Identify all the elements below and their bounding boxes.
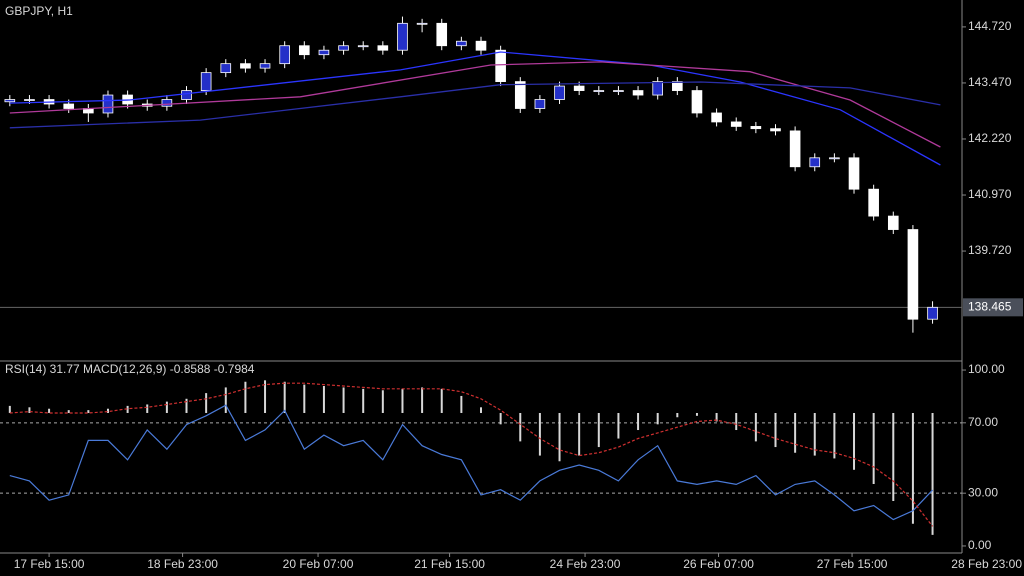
moving-average-line: [9, 81, 941, 129]
x-tick-label: 20 Feb 07:00: [283, 557, 354, 571]
y-tick-label: 143.470: [968, 75, 1012, 89]
rsi-line: [9, 404, 934, 521]
macd-signal-line: [9, 382, 934, 527]
candle-body: [750, 126, 762, 130]
y-tick-label: 70.00: [968, 415, 998, 429]
candle-body: [4, 99, 16, 103]
candle-body: [220, 63, 232, 74]
chart-title: GBPJPY, H1: [5, 4, 73, 18]
candle-body: [475, 40, 487, 51]
candle-body: [632, 90, 644, 96]
candle-body: [240, 63, 251, 69]
candle-body: [377, 45, 389, 51]
candle-body: [868, 188, 879, 217]
y-tick-label: 144.720: [968, 19, 1012, 33]
x-tick-label: 17 Feb 15:00: [14, 557, 85, 571]
candle-body: [24, 99, 35, 101]
candle-body: [338, 45, 349, 51]
y-tick-label: 0.00: [968, 538, 992, 552]
candle-body: [613, 90, 624, 92]
candle-body: [848, 157, 860, 190]
candle-body: [514, 81, 526, 109]
candle-body: [200, 72, 212, 91]
candle-body: [397, 22, 408, 51]
x-tick-label: 18 Feb 23:00: [147, 557, 218, 571]
moving-average-line: [9, 51, 941, 166]
y-tick-label: 100.00: [968, 362, 1005, 376]
x-tick-label: 21 Feb 15:00: [414, 557, 485, 571]
candle-body: [416, 22, 428, 25]
candle-body: [789, 130, 801, 168]
candle-body: [730, 121, 742, 127]
indicator-title: RSI(14) 31.77 MACD(12,26,9) -0.8588 -0.7…: [5, 362, 255, 376]
candle-body: [456, 40, 467, 47]
x-tick-label: 24 Feb 23:00: [550, 557, 621, 571]
candle-body: [554, 85, 565, 100]
candle-body: [809, 157, 821, 168]
candle-body: [102, 94, 114, 114]
candle-body: [181, 90, 192, 100]
candle-body: [436, 22, 448, 47]
candle-body: [318, 49, 330, 56]
candle-body: [907, 229, 919, 320]
candle-body: [573, 85, 585, 91]
candle-body: [691, 90, 703, 114]
candle-body: [357, 45, 369, 48]
candle-body: [161, 99, 173, 107]
candle-body: [652, 81, 664, 96]
current-price-label: 138.465: [968, 299, 1012, 313]
candle-body: [829, 157, 840, 160]
moving-average-line: [9, 61, 941, 148]
candle-body: [259, 63, 271, 69]
candle-body: [495, 49, 506, 82]
candle-body: [534, 99, 546, 109]
candle-body: [887, 215, 899, 230]
current-price-box: [963, 298, 1023, 317]
y-tick-label: 142.220: [968, 131, 1012, 145]
x-tick-label: 28 Feb 23:00: [951, 557, 1022, 571]
x-tick-label: 26 Feb 07:00: [683, 557, 754, 571]
y-tick-label: 140.970: [968, 187, 1012, 201]
candle-body: [927, 306, 938, 320]
candle-body: [672, 81, 683, 91]
x-tick-label: 27 Feb 15:00: [817, 557, 888, 571]
candle-body: [770, 128, 781, 132]
y-tick-label: 30.00: [968, 485, 998, 499]
candle-body: [298, 45, 310, 56]
candle-body: [279, 45, 290, 65]
candle-body: [63, 103, 75, 109]
y-tick-label: 139.720: [968, 243, 1012, 257]
candle-body: [593, 90, 605, 92]
candle-body: [711, 112, 722, 123]
